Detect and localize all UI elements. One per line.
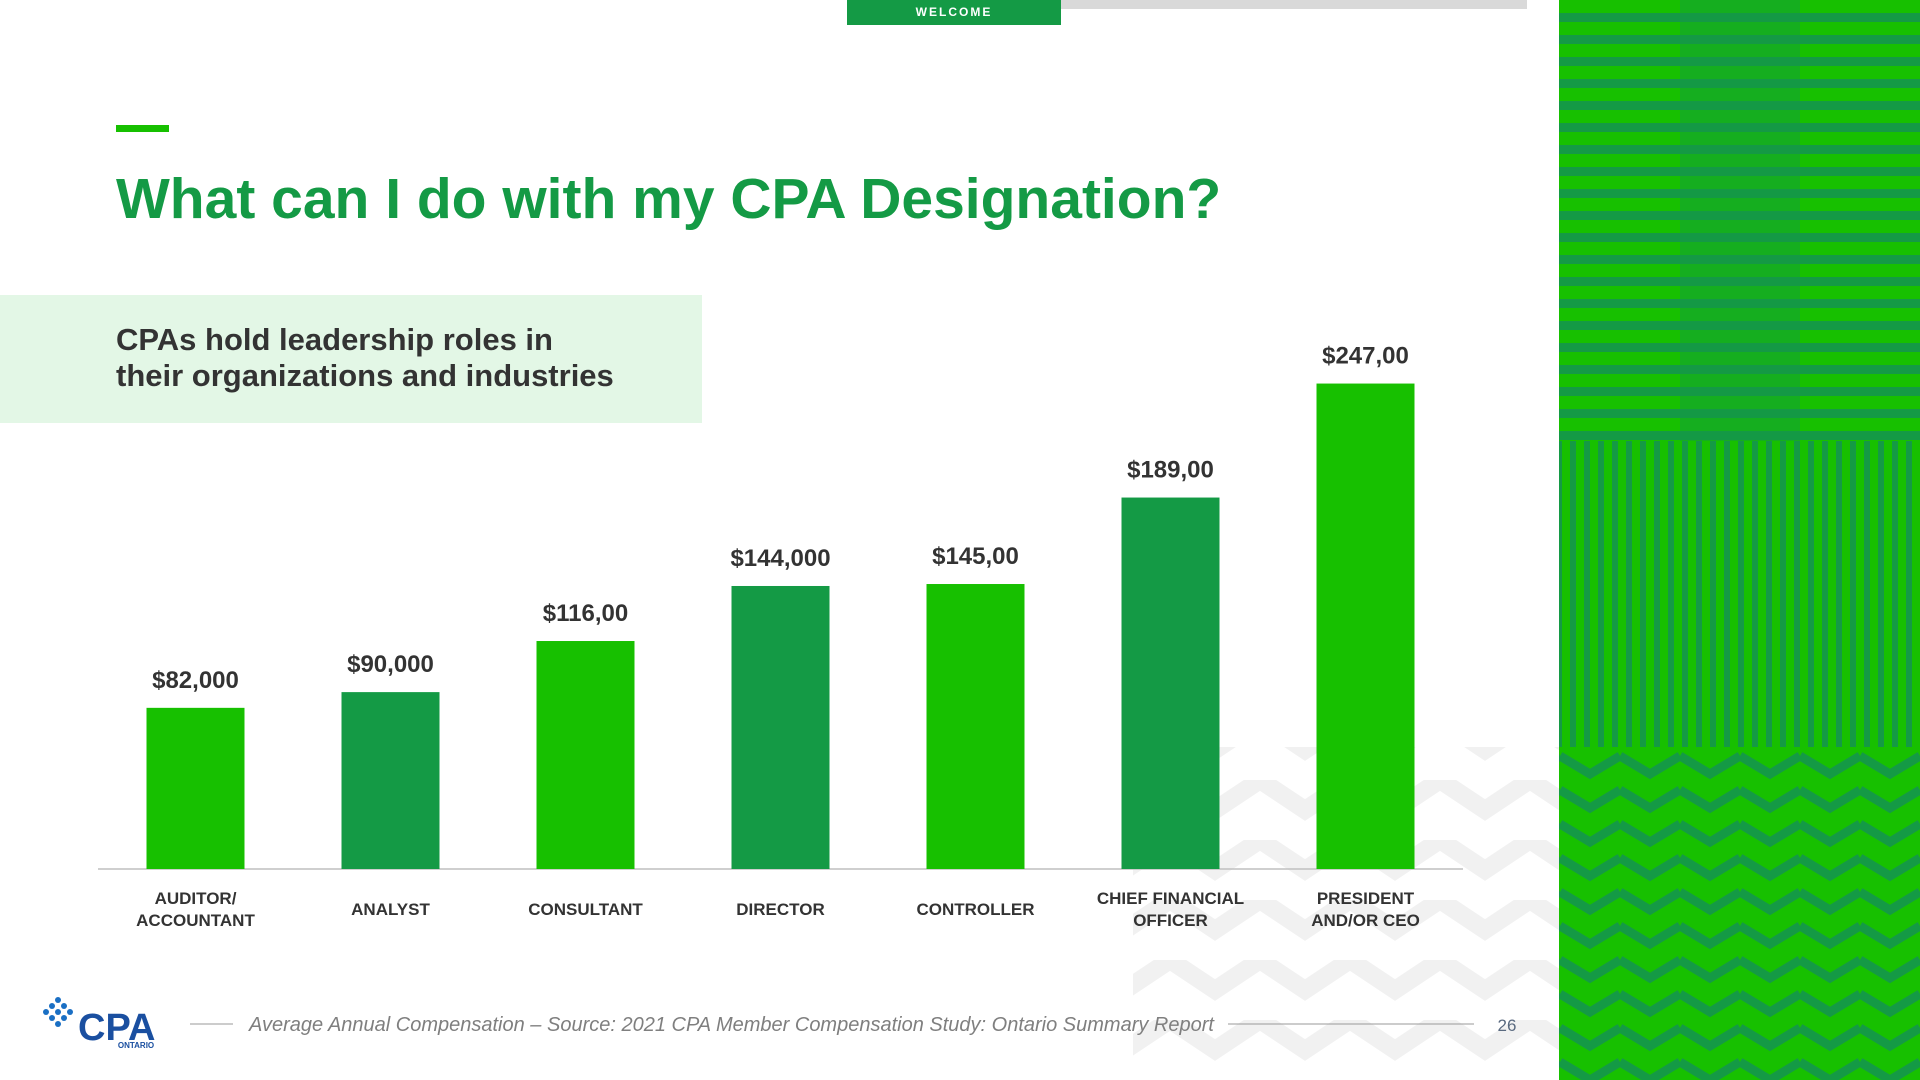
bar: [146, 707, 245, 869]
page-number: 26: [1498, 1016, 1517, 1035]
subtitle-box: [0, 295, 702, 423]
decor-column: [1680, 0, 1800, 441]
value-label: $116,00: [543, 600, 628, 627]
value-label: $189,00: [1127, 457, 1214, 484]
chart-subtitle: CPAs hold leadership roles in their orga…: [116, 322, 614, 393]
x-tick-label: PRESIDENT AND/OR CEO: [1311, 889, 1420, 930]
title-accent: [116, 125, 169, 132]
x-tick-label: AUDITOR/ ACCOUNTANT: [136, 889, 255, 930]
value-label: $145,00: [932, 543, 1019, 570]
value-label: $82,000: [152, 667, 239, 694]
logo: CPA ONTARIO: [43, 997, 155, 1050]
bar: [926, 584, 1025, 869]
source-note: Average Annual Compensation – Source: 20…: [248, 1014, 1215, 1036]
x-tick-label: CHIEF FINANCIAL OFFICER: [1096, 889, 1245, 930]
value-label: $90,000: [347, 651, 434, 678]
bar: [1121, 497, 1220, 869]
bar: [1316, 383, 1415, 869]
x-tick-label: CONTROLLER: [916, 900, 1035, 919]
nav-track: [1061, 0, 1527, 9]
decor-waves: [1559, 441, 1920, 747]
nav-tab[interactable]: [847, 0, 1061, 25]
value-label: $144,000: [730, 545, 830, 572]
nav-label[interactable]: WELCOME: [916, 5, 993, 19]
logo-subtext: ONTARIO: [118, 1041, 154, 1050]
logo-text: CPA: [78, 1007, 155, 1049]
bar: [536, 641, 635, 869]
chart-title: What can I do with my CPA Designation?: [116, 167, 1221, 231]
decor-stripes: [1559, 0, 1920, 441]
decor-zigzag: [1559, 747, 1920, 1080]
bar: [341, 692, 440, 869]
value-label: $247,00: [1322, 343, 1409, 370]
x-tick-label: CONSULTANT: [528, 900, 643, 919]
bar: [731, 585, 830, 869]
x-tick-label: ANALYST: [351, 900, 430, 919]
x-tick-label: DIRECTOR: [736, 900, 825, 919]
